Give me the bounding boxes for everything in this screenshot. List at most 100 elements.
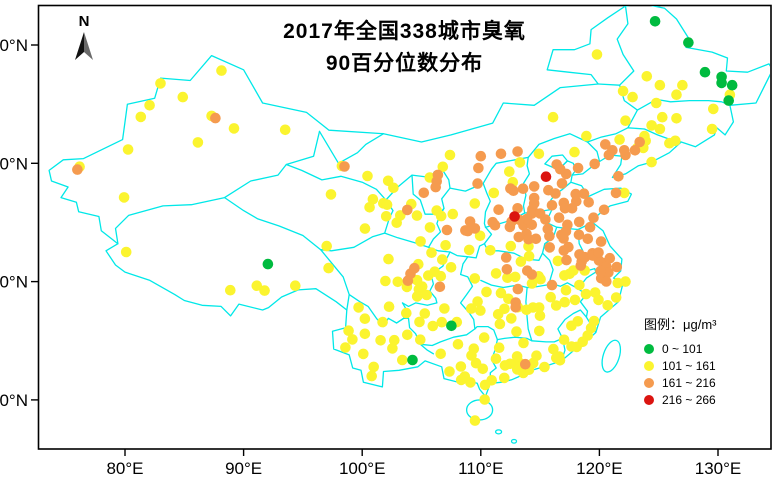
city-dot <box>553 212 565 223</box>
province-border <box>496 336 564 343</box>
city-dot <box>472 296 483 307</box>
city-dot <box>552 255 564 267</box>
city-dot <box>339 161 350 172</box>
city-dot <box>499 372 510 384</box>
city-dot <box>144 100 155 111</box>
city-dot <box>598 204 610 216</box>
city-dot <box>560 225 572 237</box>
city-dot <box>463 244 475 256</box>
city-dot <box>641 71 653 82</box>
legend-swatch-icon <box>644 377 654 388</box>
province-border <box>474 325 499 341</box>
island-outline <box>510 438 518 444</box>
city-dot <box>475 305 486 316</box>
province-border <box>557 309 588 340</box>
map-frame <box>37 4 772 450</box>
city-dot <box>397 354 408 366</box>
city-dot <box>72 164 83 175</box>
city-dot <box>402 329 413 341</box>
city-dot <box>600 139 611 150</box>
city-dot <box>459 371 471 382</box>
city-dot <box>446 320 457 332</box>
city-dot <box>670 135 681 147</box>
city-dot <box>603 149 615 161</box>
city-dot <box>481 286 492 298</box>
city-dot <box>613 171 624 182</box>
city-dot <box>564 268 575 280</box>
north-arrow: N <box>75 13 93 60</box>
province-border <box>285 163 394 252</box>
city-dot <box>359 223 371 234</box>
city-dot <box>228 123 240 134</box>
legend-item-0: 0 ~ 101 <box>644 340 717 357</box>
x-axis-tick-label: 120°E <box>576 459 623 478</box>
city-dot <box>325 189 337 200</box>
legend-swatch-icon <box>644 394 654 405</box>
city-dot <box>593 247 604 258</box>
city-dot <box>415 334 426 346</box>
province-border <box>560 160 577 176</box>
city-dot <box>588 212 599 223</box>
city-dot <box>411 210 423 221</box>
city-dot <box>427 320 439 332</box>
city-dot <box>580 288 592 300</box>
city-dot <box>479 394 491 405</box>
city-dot <box>402 275 414 287</box>
city-dot <box>610 187 622 199</box>
x-axis-tick-label: 100°E <box>339 459 386 478</box>
city-dot <box>561 254 572 266</box>
city-dot <box>469 198 481 209</box>
city-dot <box>490 268 502 279</box>
city-dot <box>409 262 420 274</box>
city-dot <box>581 130 592 142</box>
city-dot <box>388 182 399 194</box>
city-dot <box>460 225 471 236</box>
city-dot <box>216 65 227 76</box>
city-dot <box>401 307 412 319</box>
city-dot <box>603 267 614 278</box>
y-axis-tick-label: 20°N <box>0 391 28 410</box>
x-axis-tick-label: 80°E <box>106 459 143 478</box>
city-dot <box>591 49 603 60</box>
city-dot <box>469 223 481 234</box>
city-dot <box>192 137 204 148</box>
city-dot <box>419 308 431 319</box>
legend-swatch-icon <box>644 343 654 354</box>
city-dot <box>455 361 467 372</box>
city-dot <box>383 253 394 265</box>
city-dot <box>534 310 546 322</box>
city-dot <box>619 187 630 199</box>
city-dot <box>477 363 489 375</box>
city-dot <box>573 229 585 241</box>
city-dot <box>469 273 481 284</box>
city-dot <box>617 85 629 97</box>
city-dot <box>550 188 561 199</box>
city-dot <box>415 236 426 247</box>
city-dot <box>368 361 380 373</box>
province-border <box>411 174 451 215</box>
city-dot <box>522 265 533 277</box>
city-dot <box>392 276 404 288</box>
city-dot <box>504 166 515 177</box>
axis-ticks: 80°E 90°E 100°E 110°E 120°E 130°E 20°N 30°N 40°N… <box>0 36 741 478</box>
legend-items: 0 ~ 101 101 ~ 161 161 ~ 216 216 ~ 266 <box>644 340 717 408</box>
city-dot <box>646 156 657 168</box>
city-dot <box>593 294 604 306</box>
city-dot <box>699 66 711 78</box>
province-border <box>459 256 476 330</box>
province-border <box>616 6 635 86</box>
city-dot <box>155 78 166 89</box>
island-outline <box>494 429 503 435</box>
city-dot <box>620 276 631 287</box>
city-dot <box>478 332 490 343</box>
city-dot <box>493 342 505 354</box>
city-dot <box>430 181 442 193</box>
y-axis-tick-label: 30°N <box>0 273 28 292</box>
city-dot <box>499 303 510 315</box>
north-arrow-needle-right <box>84 32 93 60</box>
province-border <box>541 252 597 334</box>
city-dot <box>447 208 459 220</box>
city-dot <box>723 95 734 106</box>
city-dot <box>439 303 450 314</box>
